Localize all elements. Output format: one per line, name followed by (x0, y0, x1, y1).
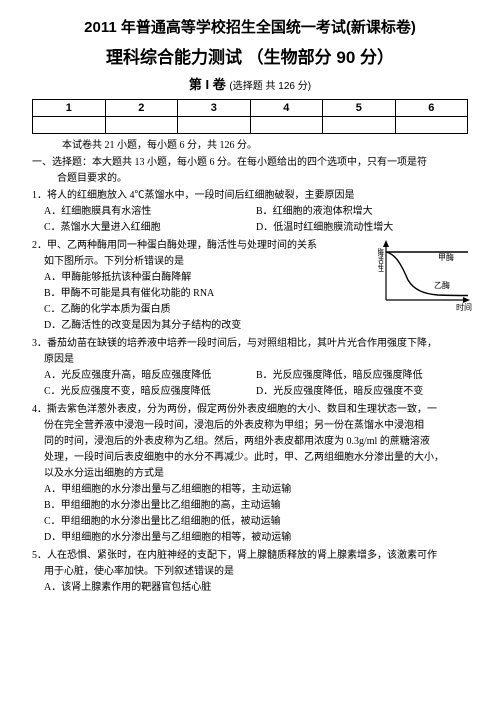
option-d: D．低温时红细胞膜流动性增大 (256, 220, 468, 236)
option-c: C．乙酶的化学本质为蛋白质 (44, 302, 352, 318)
table-row (33, 117, 468, 134)
option-a: A．该肾上腺素作用的靶器官包括心脏 (44, 580, 468, 596)
question-text: 人在恐惧、紧张时，在内脏神经的支配下，肾上腺髓质释放的肾上腺素增多，该激素可作 (47, 550, 437, 561)
option-d: D．光反应强度降低，暗反应强度不变 (256, 384, 468, 400)
table-cell: 1 (33, 100, 106, 117)
table-cell (395, 117, 468, 134)
question-text-cont: 原因是 (32, 352, 468, 368)
question-text-cont: 用于心脏，使心率加快。下列叙述错误的是 (32, 564, 468, 580)
question-4: 4．撕去紫色洋葱外表皮，分为两份，假定两份外表皮细胞的大小、数目和生理状态一致，… (32, 402, 468, 546)
option-a: A．甲酶能够抵抗该种蛋白酶降解 (44, 270, 352, 286)
question-text: 将人的红细胞放入 4℃蒸馏水中，一段时间后红细胞破裂，主要原因是 (47, 190, 355, 201)
option-b: B．光反应强度降低，暗反应强度降低 (256, 368, 468, 384)
table-cell (105, 117, 178, 134)
question-text-cont: 处理，一段时间后表皮细胞中的水分不再减少。此时，甲、乙两组细胞水分渗出量的大小， (32, 450, 468, 466)
exam-note: 本试卷共 21 小题，每小题 6 分，共 126 分。 (32, 138, 468, 153)
question-text: 甲、乙两种酶用同一种蛋白酶处理，酶活性与处理时间的关系 (47, 240, 317, 251)
table-cell (33, 117, 106, 134)
question-2: 2．甲、乙两种酶用同一种蛋白酶处理，酶活性与处理时间的关系 如下图所示。下列分析… (32, 238, 468, 334)
option-a: A．红细胞膜具有水溶性 (44, 204, 256, 220)
question-number: 2． (32, 240, 47, 251)
question-number: 4． (32, 404, 47, 415)
main-title: 2011 年普通高等学校招生全国统一考试(新课标卷) (32, 16, 468, 37)
question-text: 撕去紫色洋葱外表皮，分为两份，假定两份外表皮细胞的大小、数目和生理状态一致，一 (47, 404, 437, 415)
table-cell: 4 (250, 100, 323, 117)
question-number: 1． (32, 190, 47, 201)
enzyme-chart: 酶活性 甲酶 乙酶 时间 (378, 238, 474, 316)
chart-xlabel: 时间 (456, 302, 472, 312)
table-row: 1 2 3 4 5 6 (33, 100, 468, 117)
question-1: 1．将人的红细胞放入 4℃蒸馏水中，一段时间后红细胞破裂，主要原因是 A．红细胞… (32, 188, 468, 236)
option-a: A．光反应强度升高，暗反应强度降低 (44, 368, 256, 384)
question-3: 3．番茄幼苗在缺镁的培养液中培养一段时间后，与对照组相比，其叶片光合作用强度下降… (32, 336, 468, 400)
section-title-small: (选择题 共 126 分) (229, 81, 311, 92)
question-text-cont: 如下图所示。下列分析错误的是 (32, 254, 352, 270)
option-a: A．甲组细胞的水分渗出量与乙组细胞的相等，主动运输 (44, 482, 468, 498)
sub-title: 理科综合能力测试 （生物部分 90 分） (32, 43, 468, 68)
table-cell: 5 (323, 100, 396, 117)
option-c: C．蒸馏水大量进入红细胞 (44, 220, 256, 236)
question-text-cont: 同的时间，浸泡后的外表皮称为乙组。然后，两组外表皮都用浓度为 0.3g/ml 的… (32, 434, 468, 450)
option-c: C．甲组细胞的水分渗出量比乙组细胞的低，被动运输 (44, 514, 468, 530)
option-c: C．光反应强度不变，暗反应强度降低 (44, 384, 256, 400)
table-cell (178, 117, 251, 134)
question-5: 5．人在恐惧、紧张时，在内脏神经的支配下，肾上腺髓质释放的肾上腺素增多，该激素可… (32, 548, 468, 596)
section-title: 第 I 卷 (选择题 共 126 分) (32, 74, 468, 93)
section-lead: 一、选择题：本大题共 13 小题，每小题 6 分。在每小题给出的四个选项中，只有… (32, 155, 468, 186)
option-b: B．甲酶不可能是具有催化功能的 RNA (44, 286, 352, 302)
table-cell (250, 117, 323, 134)
option-d: D．甲组细胞的水分渗出量与乙组细胞的相等，被动运输 (44, 530, 468, 546)
option-b: B．甲组细胞的水分渗出量比乙组细胞的高，主动运输 (44, 498, 468, 514)
table-cell: 3 (178, 100, 251, 117)
series-label-jia: 甲酶 (438, 252, 454, 262)
lead-line1: 一、选择题：本大题共 13 小题，每小题 6 分。在每小题给出的四个选项中，只有… (32, 157, 427, 168)
chart-ylabel: 酶活性 (378, 247, 385, 272)
table-cell: 2 (105, 100, 178, 117)
table-cell: 6 (395, 100, 468, 117)
table-cell (323, 117, 396, 134)
question-text-cont: 以及水分运出细胞的方式是 (32, 466, 468, 482)
lead-line2: 合题目要求的。 (32, 171, 468, 187)
option-b: B．红细胞的液泡体积增大 (256, 204, 468, 220)
section-title-bold: 第 I 卷 (189, 77, 226, 92)
question-number: 5． (32, 550, 47, 561)
question-text: 番茄幼苗在缺镁的培养液中培养一段时间后，与对照组相比，其叶片光合作用强度下降， (47, 338, 437, 349)
question-number: 3． (32, 338, 47, 349)
answer-table: 1 2 3 4 5 6 (32, 99, 468, 134)
question-text-cont: 份在完全营养液中浸泡一段时间，浸泡后的外表皮称为甲组；另一份在蒸馏水中浸泡相 (32, 418, 468, 434)
series-label-yi: 乙酶 (434, 280, 450, 290)
option-d: D．乙酶活性的改变是因为其分子结构的改变 (44, 318, 352, 334)
